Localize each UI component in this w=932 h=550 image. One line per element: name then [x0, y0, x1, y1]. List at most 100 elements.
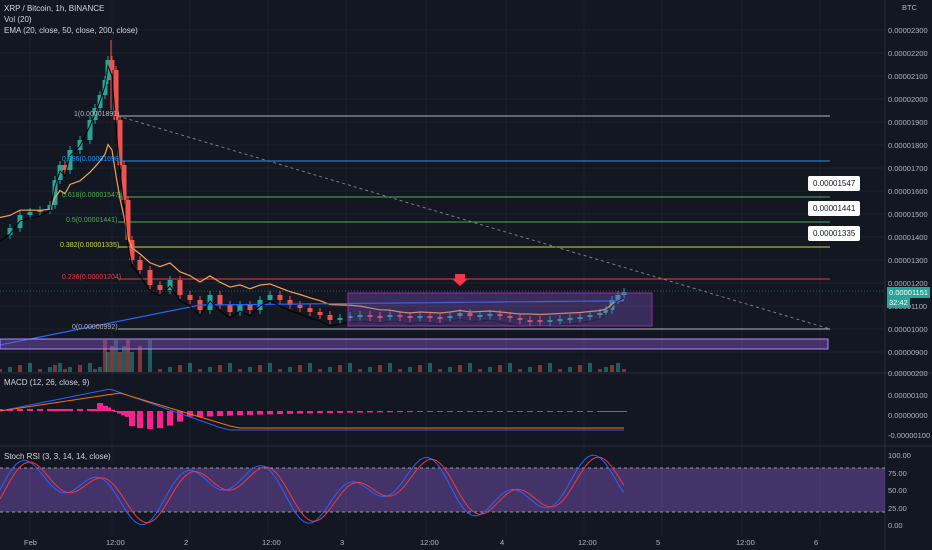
candle-body-26 — [177, 280, 183, 295]
candle-body-31 — [227, 305, 233, 312]
macd-hist-57 — [487, 411, 493, 412]
candle-body-49 — [407, 316, 413, 318]
price-tick-9: 0.00001400 — [888, 233, 928, 242]
volume-bar-48 — [398, 369, 402, 372]
volume-bar-42 — [338, 365, 342, 372]
volume-bar-1 — [8, 367, 12, 372]
stoch-k-line — [0, 454, 625, 526]
macd-tick-1: 0.00000000 — [888, 411, 928, 420]
trend-line-dashed — [117, 115, 831, 330]
macd-hist-9 — [67, 409, 73, 411]
chart-title: XRP / Bitcoin, 1h, BINANCE — [4, 4, 105, 13]
macd-hist-50 — [417, 411, 423, 412]
price-tick-13: 0.00001000 — [888, 325, 928, 334]
candle-body-65 — [567, 318, 573, 320]
fib-label-1: 0.786(0.00001698) — [62, 156, 122, 163]
volume-bar-5 — [48, 367, 52, 372]
volume-bar-43 — [348, 363, 352, 372]
volume-bar-24 — [158, 369, 162, 372]
macd-hist-66 — [577, 411, 583, 412]
macd-hist-43 — [347, 411, 353, 413]
macd-line — [0, 388, 624, 431]
candle-body-58 — [497, 314, 503, 316]
macd-hist-2 — [17, 409, 23, 411]
candle-body-45 — [367, 315, 373, 317]
macd-hist-53 — [447, 411, 453, 412]
fibonacci-retracement — [117, 115, 831, 330]
time-tick-9: 12:00 — [736, 538, 755, 547]
candle-body-17 — [113, 70, 119, 120]
volume-bar-6 — [53, 365, 57, 372]
volume-bar-3 — [28, 363, 32, 372]
volume-bar-62 — [538, 365, 542, 372]
candle-body-42 — [337, 318, 343, 320]
volume-bar-40 — [318, 369, 322, 372]
candle-body-46 — [377, 316, 383, 318]
candle-body-43 — [347, 316, 353, 318]
candle-body-11 — [87, 120, 93, 140]
volume-bar-68 — [598, 369, 602, 372]
candle-body-67 — [587, 315, 593, 317]
macd-hist-28 — [197, 411, 203, 417]
candle-body-68 — [597, 313, 603, 315]
macd-hist-37 — [287, 411, 293, 414]
macd-pane — [0, 388, 627, 431]
volume-bar-30 — [218, 365, 222, 372]
candle-body-25 — [167, 280, 173, 290]
candle-body-62 — [537, 320, 543, 322]
ema-200-line — [0, 300, 625, 346]
volume-bar-41 — [328, 367, 332, 372]
consolidation-box — [347, 292, 653, 327]
current-price-tag: 0.00001151 — [887, 287, 931, 298]
macd-hist-38 — [297, 411, 303, 414]
macd-hist-52 — [437, 411, 443, 412]
macd-hist-56 — [477, 411, 483, 412]
macd-hist-48 — [397, 411, 403, 413]
candle-body-40 — [317, 312, 323, 315]
volume-bar-66 — [578, 365, 582, 372]
stoch-tick-4: 0.00 — [888, 521, 903, 530]
price-candles — [0, 40, 885, 372]
volume-bar-71 — [616, 363, 620, 372]
volume-bar-11 — [88, 363, 92, 372]
volume-bar-2 — [18, 365, 22, 372]
candle-body-53 — [447, 316, 453, 318]
volume-bar-69 — [604, 367, 608, 372]
volume-bar-65 — [568, 367, 572, 372]
volume-bar-45 — [368, 367, 372, 372]
price-tick-4: 0.00001900 — [888, 118, 928, 127]
volume-bar-20 — [126, 340, 130, 372]
macd-hist-24 — [157, 411, 163, 429]
volume-bar-44 — [358, 369, 362, 372]
macd-hist-15 — [105, 407, 111, 411]
macd-hist-68 — [597, 411, 603, 412]
volume-bar-61 — [528, 367, 532, 372]
macd-hist-62 — [537, 411, 543, 412]
volume-legend: Vol (20) — [4, 15, 32, 24]
macd-hist-16 — [109, 409, 115, 411]
volume-bar-29 — [208, 367, 212, 372]
macd-hist-55 — [467, 411, 473, 412]
candle-body-5 — [47, 205, 53, 210]
price-tick-6: 0.00001700 — [888, 164, 928, 173]
ema-legend: EMA (20, close, 50, close, 200, close) — [4, 26, 138, 35]
macd-hist-70 — [609, 411, 615, 412]
candle-body-19 — [121, 165, 127, 200]
volume-bar-16 — [110, 346, 114, 372]
macd-hist-61 — [527, 411, 533, 412]
macd-hist-39 — [307, 411, 313, 414]
candle-body-56 — [477, 315, 483, 317]
candle-body-9 — [67, 150, 73, 170]
candle-body-21 — [129, 240, 135, 260]
volume-bar-49 — [408, 367, 412, 372]
macd-hist-42 — [337, 411, 343, 413]
candle-body-32 — [237, 305, 243, 312]
price-tick-11: 0.00001200 — [888, 279, 928, 288]
volume-bar-50 — [418, 365, 422, 372]
macd-legend: MACD (12, 26, close, 9) — [4, 378, 90, 387]
volume-bar-34 — [258, 365, 262, 372]
price-tick-5: 0.00001800 — [888, 141, 928, 150]
price-callout-618: 0.00001547 — [808, 176, 861, 191]
volume-bar-63 — [548, 363, 552, 372]
